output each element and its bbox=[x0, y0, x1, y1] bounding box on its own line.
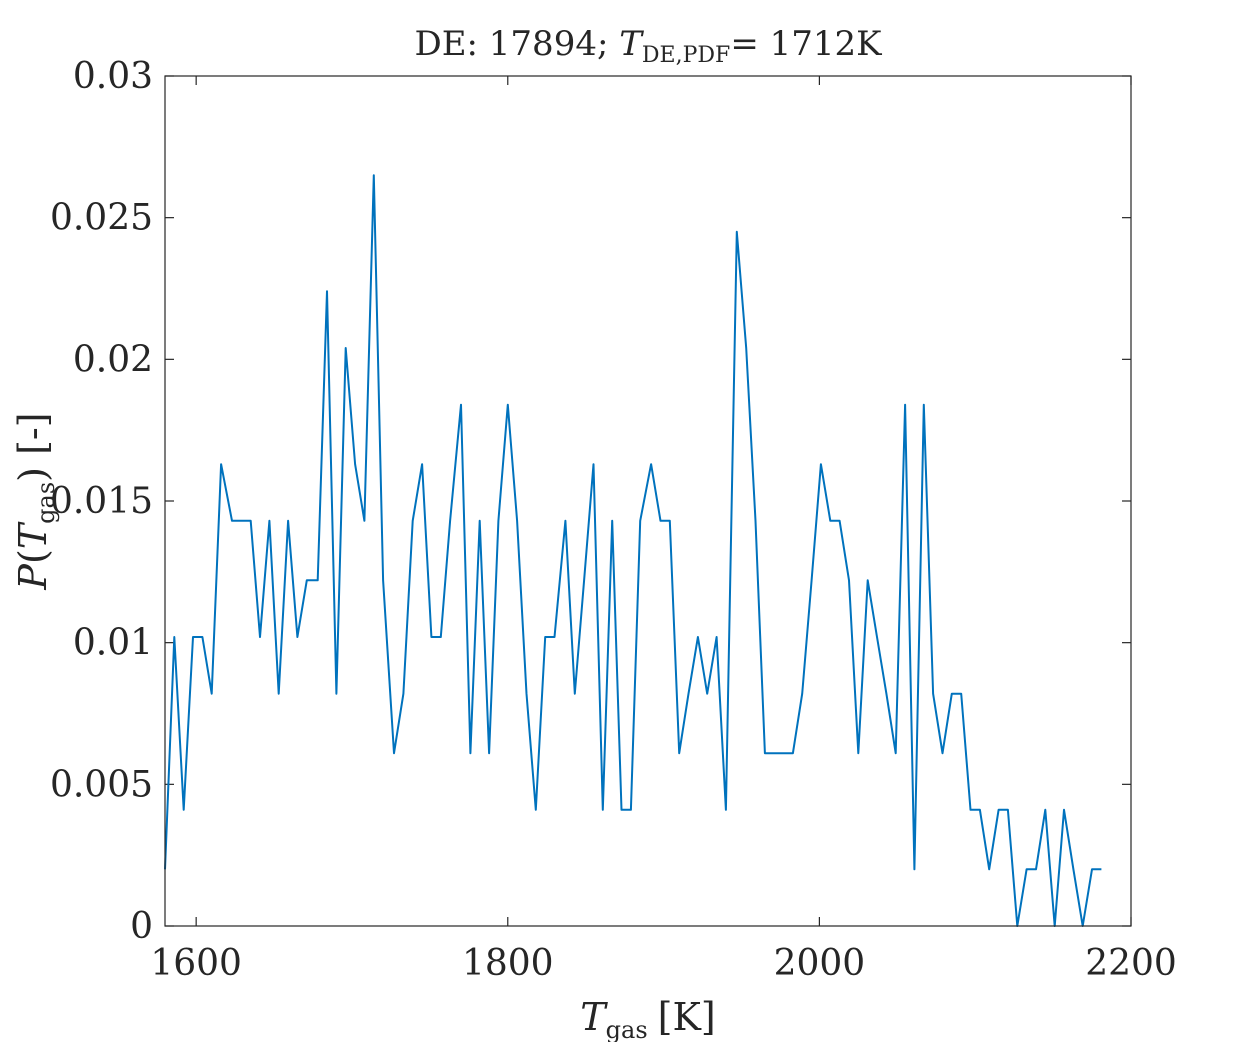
x-axis-label-var: T bbox=[580, 995, 608, 1039]
chart-title-var: T bbox=[619, 24, 644, 64]
y-tick-label: 0.025 bbox=[50, 198, 153, 239]
x-tick-label: 1800 bbox=[462, 943, 554, 984]
y-tick-label: 0.02 bbox=[73, 339, 153, 380]
series-line bbox=[164, 174, 1102, 927]
y-tick-label: 0.005 bbox=[50, 764, 153, 805]
y-tick-label: 0 bbox=[130, 906, 153, 947]
axes-box bbox=[164, 75, 1132, 927]
y-axis-label-post: ) [-] bbox=[11, 412, 55, 481]
chart-title-sub: DE,PDF bbox=[642, 43, 730, 68]
y-axis-label-sub: gas bbox=[32, 482, 60, 524]
x-tick-label: 2200 bbox=[1085, 943, 1177, 984]
y-axis-label-pre-var: P bbox=[11, 563, 55, 591]
y-tick-label: 0.015 bbox=[50, 481, 153, 522]
data-points bbox=[164, 175, 1102, 927]
chart-title-suffix: = 1712K bbox=[730, 24, 882, 64]
y-tick-label: 0.01 bbox=[73, 623, 153, 664]
x-tick-label: 1600 bbox=[150, 943, 242, 984]
chart-title: DE: 17894; TDE,PDF= 1712K bbox=[414, 24, 882, 68]
y-ticks: 0 0.005 0.01 0.015 0.02 0.025 0.03 bbox=[50, 56, 1131, 947]
x-tick-label: 2000 bbox=[774, 943, 866, 984]
y-axis-label: P(Tgas) [-] bbox=[11, 412, 60, 590]
x-axis-label: Tgas [K] bbox=[580, 995, 715, 1042]
x-axis-label-sub: gas bbox=[606, 1016, 648, 1042]
y-axis-label-var: T bbox=[11, 521, 55, 549]
chart-title-prefix: DE: 17894; bbox=[414, 24, 619, 64]
x-axis-label-unit: [K] bbox=[658, 995, 716, 1039]
plot-area bbox=[165, 76, 1131, 926]
y-axis-label-paren: ( bbox=[11, 549, 55, 564]
x-ticks: 1600 1800 2000 2200 bbox=[150, 76, 1177, 984]
y-tick-label: 0.03 bbox=[73, 56, 153, 97]
